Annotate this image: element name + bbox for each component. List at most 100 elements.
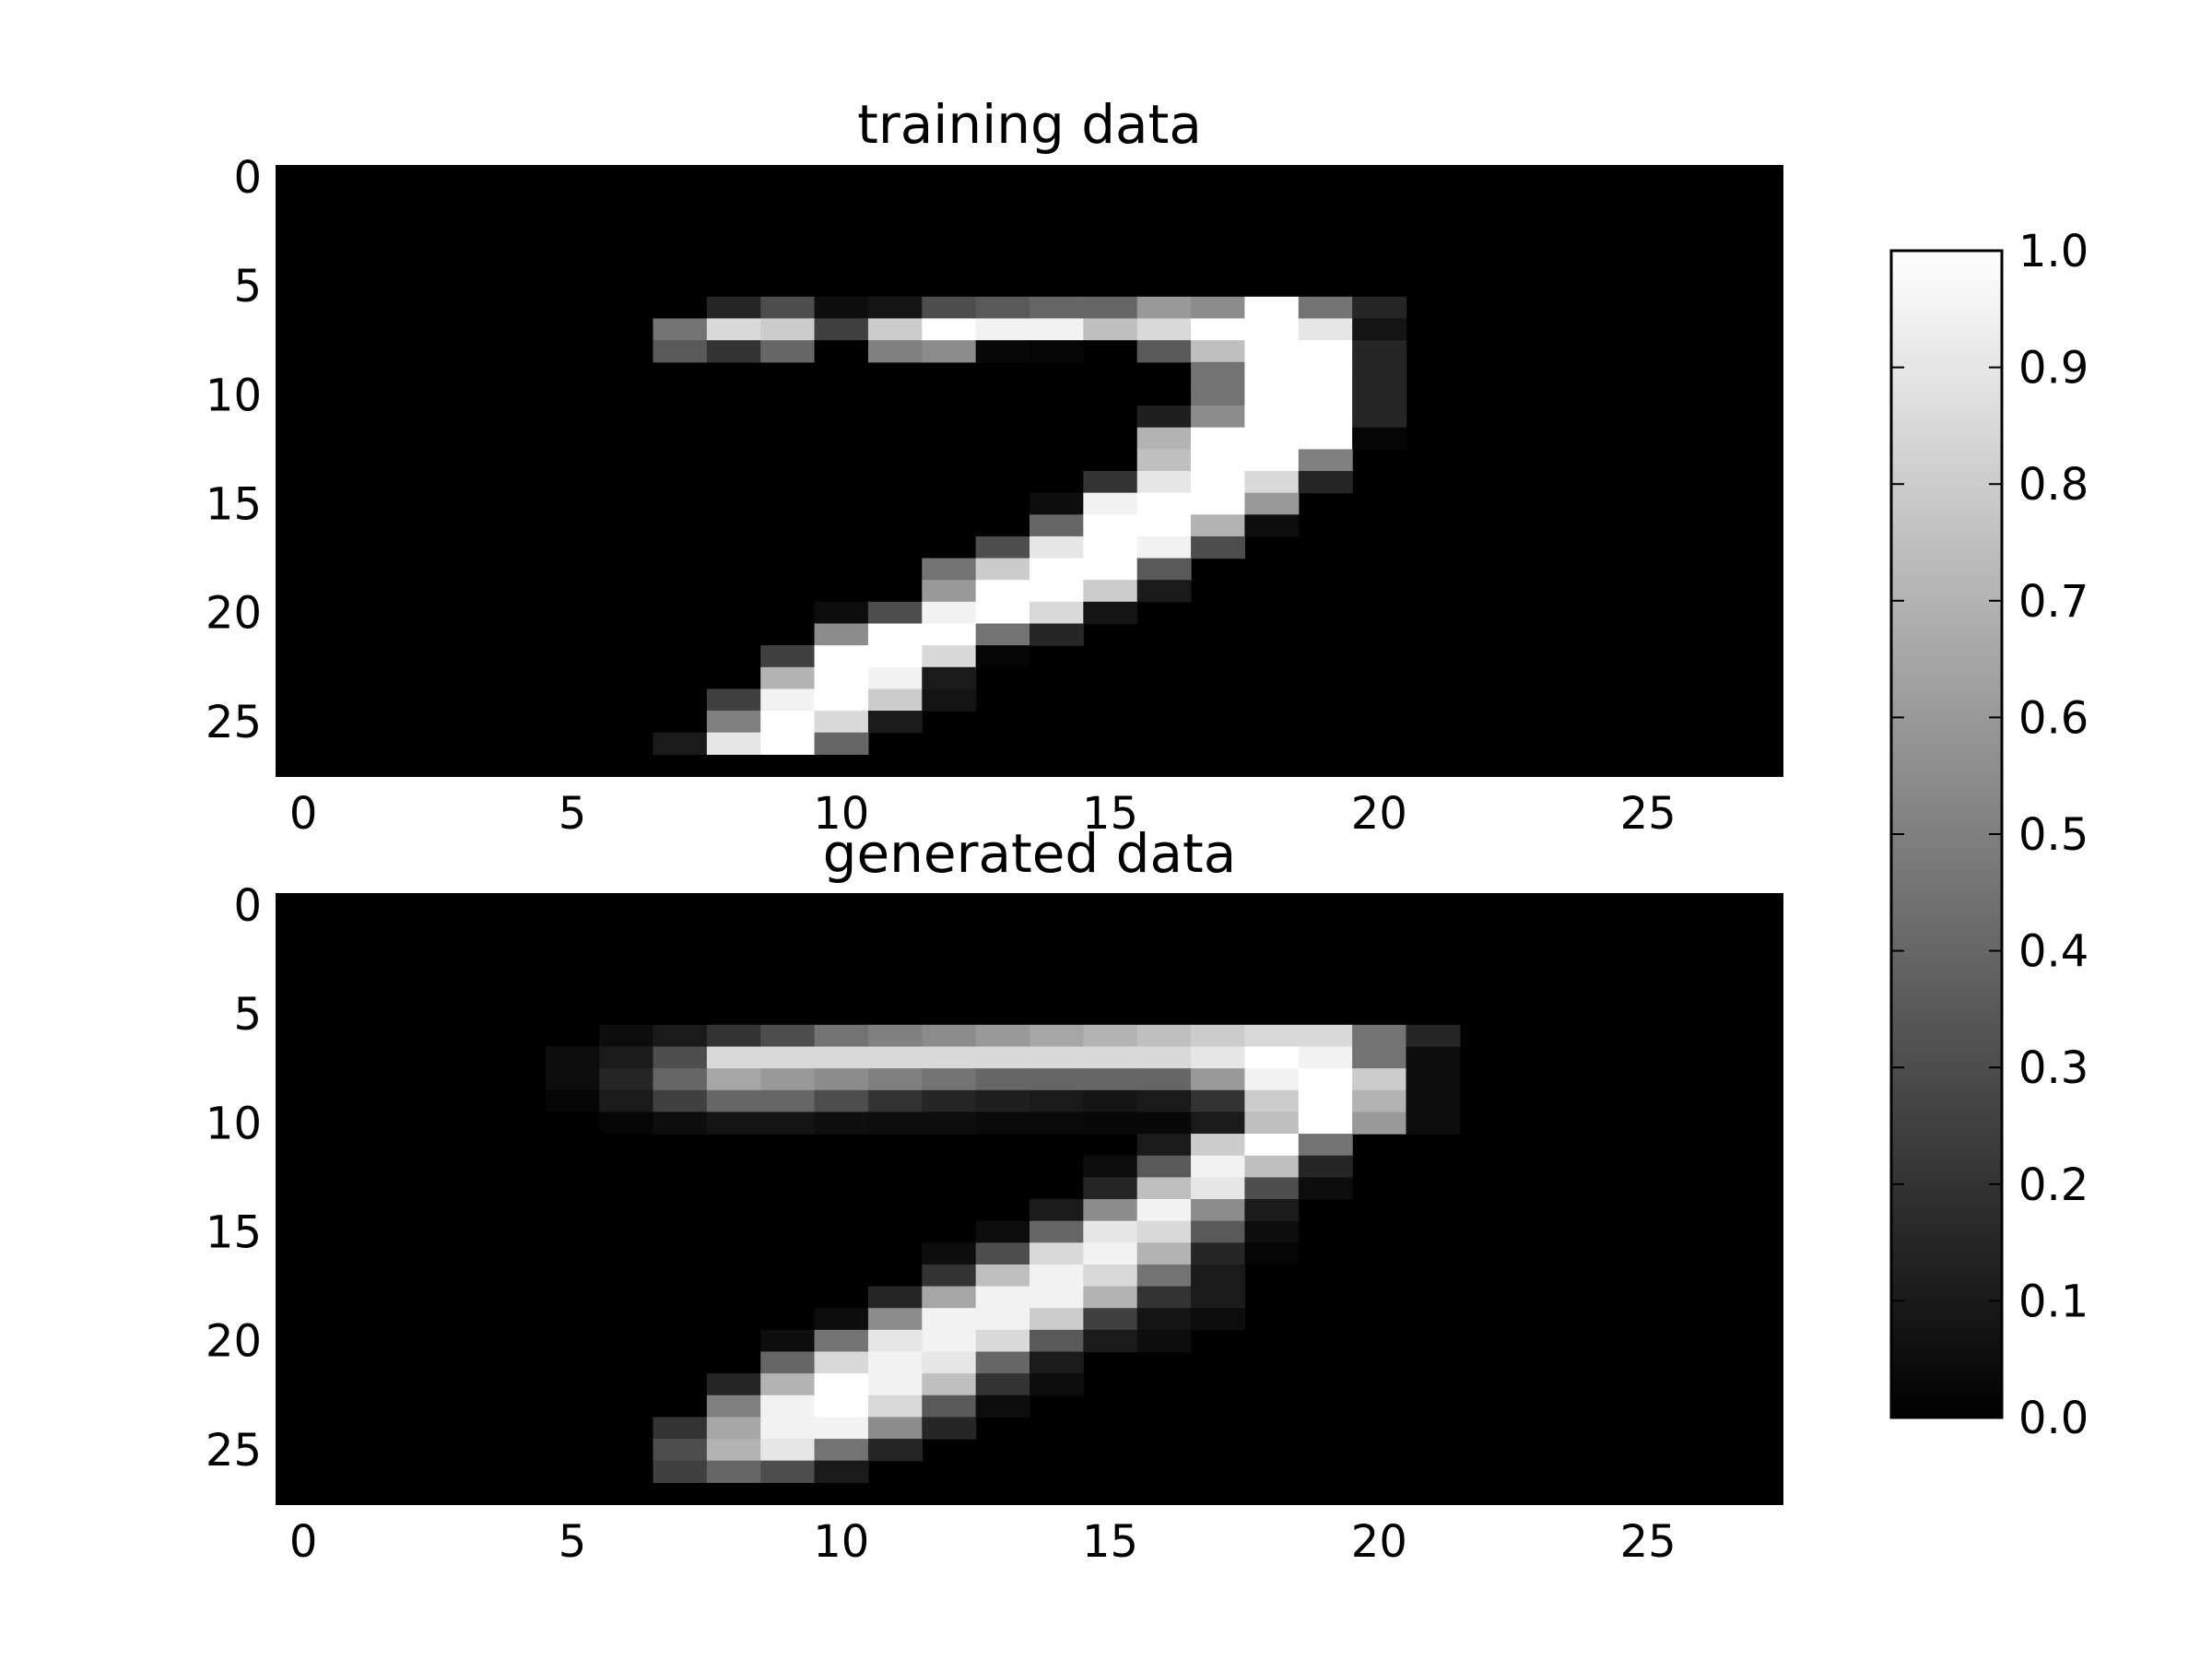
- training-data-title: training data: [857, 93, 1202, 156]
- heatmap-cell: [922, 666, 977, 690]
- heatmap-cell: [1191, 318, 1246, 341]
- heatmap-cell: [1244, 449, 1300, 472]
- heatmap-cell: [1136, 1242, 1192, 1265]
- heatmap-cell: [1191, 1068, 1246, 1091]
- heatmap-cell: [760, 1460, 816, 1483]
- heatmap-cell: [1244, 427, 1300, 450]
- heatmap-cell: [922, 601, 977, 625]
- heatmap-cell: [975, 1242, 1030, 1265]
- heatmap-cell: [653, 732, 708, 755]
- heatmap-cell: [1244, 1068, 1300, 1091]
- heatmap-cell: [760, 1351, 816, 1374]
- heatmap-cell: [760, 296, 816, 320]
- heatmap-cell: [1352, 296, 1407, 320]
- heatmap-cell: [760, 1068, 816, 1091]
- training-data-frame: [276, 165, 1783, 777]
- heatmap-cell: [1191, 471, 1246, 494]
- heatmap-cell: [975, 1112, 1030, 1135]
- training-data-x-axis: 0 5 10 15 20 25: [289, 166, 1677, 840]
- heatmap-cell: [922, 645, 977, 668]
- heatmap-cell: [975, 645, 1030, 668]
- heatmap-cell: [1191, 1242, 1246, 1265]
- colorbar-tick-label: 0.4: [2018, 926, 2088, 978]
- heatmap-cell: [975, 535, 1030, 559]
- y-tick-label: 0: [233, 152, 262, 204]
- heatmap-cell: [814, 340, 869, 363]
- heatmap-cell: [1136, 1112, 1192, 1135]
- heatmap-cell: [653, 1112, 708, 1135]
- x-tick-label: 25: [1620, 1516, 1677, 1568]
- heatmap-cell: [1244, 1089, 1300, 1113]
- y-tick-label: 10: [206, 1098, 262, 1149]
- heatmap-cell: [975, 1394, 1030, 1418]
- generated-data-y-axis: 0 5 10 15 20 25: [206, 880, 1783, 1477]
- heatmap-cell: [1244, 1242, 1300, 1265]
- heatmap-cell: [1083, 340, 1138, 363]
- heatmap-cell: [760, 318, 816, 341]
- heatmap-cell: [1030, 1112, 1084, 1135]
- heatmap-cell: [653, 1046, 708, 1069]
- heatmap-cell: [867, 1308, 923, 1331]
- heatmap-cell: [975, 296, 1030, 320]
- y-tick-label: 20: [206, 1316, 262, 1368]
- heatmap-cell: [1030, 1373, 1084, 1396]
- heatmap-cell: [760, 1373, 816, 1396]
- heatmap-cell: [1030, 1068, 1084, 1091]
- heatmap-cell: [1136, 1286, 1192, 1309]
- heatmap-cell: [760, 1112, 816, 1135]
- heatmap-cell: [1083, 1264, 1138, 1288]
- heatmap-cell: [1406, 1112, 1461, 1135]
- heatmap-cell: [706, 1024, 761, 1048]
- heatmap-cell: [1406, 1068, 1461, 1091]
- heatmap-cell: [1136, 1068, 1192, 1091]
- heatmap-cell: [1083, 492, 1138, 515]
- heatmap-cell: [1406, 1024, 1461, 1048]
- heatmap-cell: [1083, 1308, 1138, 1331]
- heatmap-cell: [1136, 427, 1192, 450]
- heatmap-cell: [1030, 1329, 1084, 1353]
- heatmap-cell: [867, 1394, 923, 1418]
- heatmap-cell: [922, 1394, 977, 1418]
- heatmap-cell: [1136, 580, 1192, 603]
- heatmap-cell: [653, 1089, 708, 1113]
- heatmap-cell: [545, 1068, 600, 1091]
- heatmap-cell: [1352, 427, 1407, 450]
- heatmap-cell: [760, 1394, 816, 1418]
- x-tick-label: 20: [1351, 1516, 1407, 1568]
- heatmap-cell: [814, 1439, 869, 1462]
- heatmap-cell: [1298, 340, 1353, 363]
- heatmap-cell: [1352, 361, 1407, 385]
- heatmap-cell: [922, 1373, 977, 1396]
- heatmap-cell: [1030, 1242, 1084, 1265]
- heatmap-cell: [1136, 1199, 1192, 1222]
- heatmap-cell: [1030, 1046, 1084, 1069]
- heatmap-cell: [1030, 296, 1084, 320]
- heatmap-cell: [1244, 1134, 1300, 1157]
- heatmap-cell: [760, 645, 816, 668]
- heatmap-cell: [1244, 1046, 1300, 1069]
- heatmap-cell: [706, 1068, 761, 1091]
- x-tick-label: 10: [813, 1516, 869, 1568]
- heatmap-cell: [1191, 1112, 1246, 1135]
- colorbar-tick-label: 0.2: [2018, 1159, 2088, 1211]
- heatmap-cell: [1030, 535, 1084, 559]
- colorbar-tick-label: 0.9: [2018, 343, 2088, 394]
- heatmap-cell: [975, 1068, 1030, 1091]
- heatmap-cell: [867, 1089, 923, 1113]
- heatmap-cell: [867, 1351, 923, 1374]
- heatmap-cell: [867, 1068, 923, 1091]
- heatmap-cell: [814, 318, 869, 341]
- heatmap-cell: [760, 1089, 816, 1113]
- heatmap-cell: [706, 1373, 761, 1396]
- heatmap-cell: [975, 580, 1030, 603]
- heatmap-cell: [922, 1024, 977, 1048]
- colorbar-tick-label: 0.6: [2018, 692, 2088, 744]
- training-data-panel: training data 0 5 10 15 20 25 0 5 10 15 20 25: [206, 93, 1783, 840]
- heatmap-cell: [1191, 383, 1246, 406]
- heatmap-cell: [1136, 1024, 1192, 1048]
- heatmap-cell: [653, 1024, 708, 1048]
- heatmap-cell: [1083, 1024, 1138, 1048]
- heatmap-cell: [975, 1264, 1030, 1288]
- heatmap-cell: [706, 1460, 761, 1483]
- heatmap-cell: [1136, 1220, 1192, 1243]
